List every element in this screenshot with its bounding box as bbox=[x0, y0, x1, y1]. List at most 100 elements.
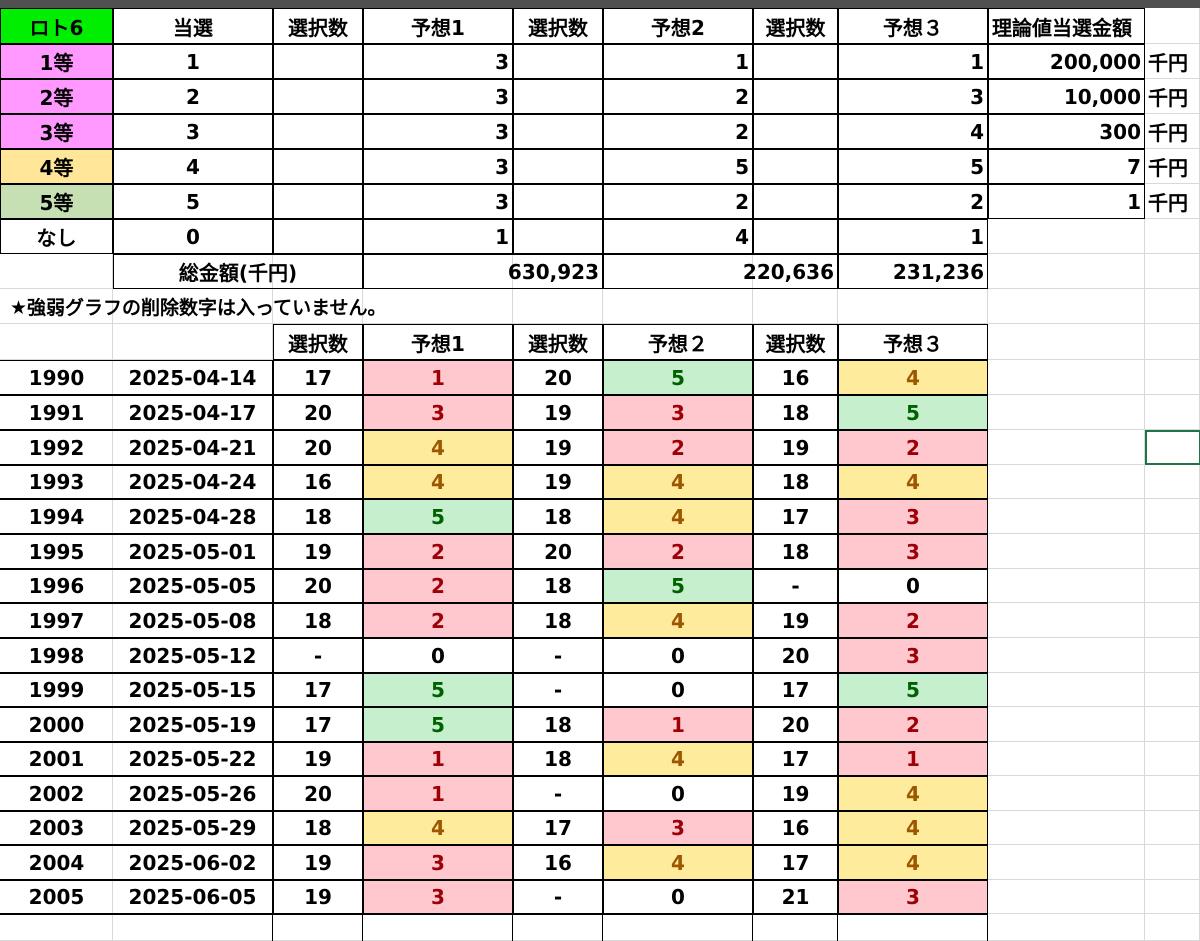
prediction1-value[interactable]: 2 bbox=[363, 534, 513, 569]
draw-date[interactable]: 2025-06-05 bbox=[113, 880, 273, 914]
grid-cell[interactable] bbox=[988, 776, 1145, 811]
selection-count-2[interactable]: - bbox=[513, 776, 603, 811]
grid-cell[interactable] bbox=[988, 465, 1145, 499]
prediction3-hits[interactable]: 3 bbox=[838, 79, 988, 114]
draws-header[interactable]: 選択数 bbox=[753, 324, 838, 360]
prediction3-hits[interactable]: 2 bbox=[838, 184, 988, 219]
prediction1-hits[interactable]: 3 bbox=[363, 149, 513, 184]
prediction3-value[interactable]: 1 bbox=[838, 742, 988, 776]
grid-cell[interactable] bbox=[1145, 219, 1200, 254]
draw-number[interactable]: 1993 bbox=[0, 465, 113, 499]
grid-cell[interactable] bbox=[988, 845, 1145, 880]
notice-text[interactable]: ★強弱グラフの削除数字は入っていません。 bbox=[10, 297, 387, 319]
win-count[interactable]: 5 bbox=[113, 184, 273, 219]
grid-cell[interactable] bbox=[988, 673, 1145, 707]
prediction1-value[interactable]: 1 bbox=[363, 360, 513, 395]
header-theoretical-amount[interactable]: 理論値当選金額 bbox=[988, 8, 1145, 44]
select-count-empty[interactable] bbox=[273, 149, 363, 184]
win-count[interactable]: 1 bbox=[113, 44, 273, 79]
prediction2-value[interactable]: 3 bbox=[603, 395, 753, 430]
draw-date[interactable]: 2025-04-28 bbox=[113, 499, 273, 534]
prediction1-value[interactable]: 3 bbox=[363, 880, 513, 914]
grid-cell[interactable] bbox=[1145, 603, 1200, 638]
prediction3-value[interactable]: 2 bbox=[838, 707, 988, 742]
summary-header[interactable]: 予想３ bbox=[838, 8, 988, 44]
amount-unit[interactable]: 千円 bbox=[1148, 121, 1188, 145]
grid-cell[interactable] bbox=[1145, 254, 1200, 289]
grid-cell[interactable] bbox=[1145, 742, 1200, 776]
prediction2-value[interactable]: 3 bbox=[603, 811, 753, 845]
total-prediction3[interactable]: 231,236 bbox=[838, 254, 988, 289]
prediction2-hits[interactable]: 5 bbox=[603, 149, 753, 184]
selection-count-3[interactable]: 18 bbox=[753, 395, 838, 430]
win-count[interactable]: 2 bbox=[113, 79, 273, 114]
selection-count-2[interactable]: 17 bbox=[513, 811, 603, 845]
prediction3-hits[interactable]: 1 bbox=[838, 219, 988, 254]
grid-cell[interactable] bbox=[1145, 880, 1200, 914]
grid-cell[interactable] bbox=[1145, 673, 1200, 707]
prediction3-value[interactable]: 2 bbox=[838, 603, 988, 638]
select-count-empty[interactable] bbox=[513, 114, 603, 149]
select-count-empty[interactable] bbox=[273, 219, 363, 254]
theoretical-amount[interactable]: 200,000 bbox=[988, 44, 1145, 79]
grid-cell[interactable] bbox=[988, 569, 1145, 603]
prediction1-hits[interactable]: 3 bbox=[363, 44, 513, 79]
selection-count-2[interactable]: 18 bbox=[513, 569, 603, 603]
prediction3-hits[interactable]: 4 bbox=[838, 114, 988, 149]
empty-cell[interactable] bbox=[513, 914, 603, 941]
prediction2-hits[interactable]: 2 bbox=[603, 79, 753, 114]
select-count-empty[interactable] bbox=[273, 79, 363, 114]
selection-count-3[interactable]: 17 bbox=[753, 742, 838, 776]
selection-count-3[interactable]: 17 bbox=[753, 673, 838, 707]
prediction2-value[interactable]: 4 bbox=[603, 499, 753, 534]
summary-header[interactable]: 当選 bbox=[113, 8, 273, 44]
draw-number[interactable]: 1992 bbox=[0, 430, 113, 465]
grid-cell[interactable] bbox=[988, 219, 1145, 254]
prediction3-value[interactable]: 5 bbox=[838, 673, 988, 707]
draws-header[interactable]: 予想３ bbox=[838, 324, 988, 360]
rank-label[interactable]: 3等 bbox=[0, 114, 113, 149]
header-loto6[interactable]: ロト6 bbox=[0, 8, 113, 44]
summary-header[interactable]: 選択数 bbox=[513, 8, 603, 44]
grid-cell[interactable] bbox=[988, 254, 1145, 289]
selection-count-3[interactable]: - bbox=[753, 569, 838, 603]
draw-number[interactable]: 1998 bbox=[0, 638, 113, 673]
prediction1-hits[interactable]: 1 bbox=[363, 219, 513, 254]
empty-cell[interactable] bbox=[0, 914, 113, 941]
theoretical-amount[interactable]: 7 bbox=[988, 149, 1145, 184]
draw-number[interactable]: 2001 bbox=[0, 742, 113, 776]
grid-cell[interactable] bbox=[988, 811, 1145, 845]
draw-date[interactable]: 2025-04-17 bbox=[113, 395, 273, 430]
prediction2-value[interactable]: 2 bbox=[603, 430, 753, 465]
draw-date[interactable]: 2025-05-12 bbox=[113, 638, 273, 673]
draw-date[interactable]: 2025-05-08 bbox=[113, 603, 273, 638]
grid-cell[interactable] bbox=[0, 254, 113, 289]
grid-cell[interactable] bbox=[988, 360, 1145, 395]
selection-count-2[interactable]: 18 bbox=[513, 499, 603, 534]
grid-cell[interactable] bbox=[753, 289, 838, 324]
draws-header[interactable]: 選択数 bbox=[513, 324, 603, 360]
grid-cell[interactable] bbox=[988, 534, 1145, 569]
prediction1-hits[interactable]: 3 bbox=[363, 114, 513, 149]
prediction2-value[interactable]: 0 bbox=[603, 638, 753, 673]
prediction2-hits[interactable]: 2 bbox=[603, 184, 753, 219]
grid-cell[interactable] bbox=[1145, 360, 1200, 395]
prediction2-value[interactable]: 4 bbox=[603, 845, 753, 880]
select-count-empty[interactable] bbox=[513, 184, 603, 219]
draw-number[interactable]: 1995 bbox=[0, 534, 113, 569]
grid-cell[interactable] bbox=[113, 324, 273, 360]
draw-date[interactable]: 2025-05-01 bbox=[113, 534, 273, 569]
prediction1-hits[interactable]: 3 bbox=[363, 79, 513, 114]
selection-count-1[interactable]: 19 bbox=[273, 880, 363, 914]
select-count-empty[interactable] bbox=[273, 184, 363, 219]
selection-count-1[interactable]: 17 bbox=[273, 707, 363, 742]
selection-count-1[interactable]: 18 bbox=[273, 811, 363, 845]
grid-cell[interactable] bbox=[1145, 534, 1200, 569]
selection-count-3[interactable]: 19 bbox=[753, 430, 838, 465]
amount-unit[interactable]: 千円 bbox=[1148, 156, 1188, 180]
selection-count-2[interactable]: 18 bbox=[513, 742, 603, 776]
select-count-empty[interactable] bbox=[753, 44, 838, 79]
prediction3-value[interactable]: 3 bbox=[838, 880, 988, 914]
select-count-empty[interactable] bbox=[513, 79, 603, 114]
grid-cell[interactable] bbox=[1145, 499, 1200, 534]
